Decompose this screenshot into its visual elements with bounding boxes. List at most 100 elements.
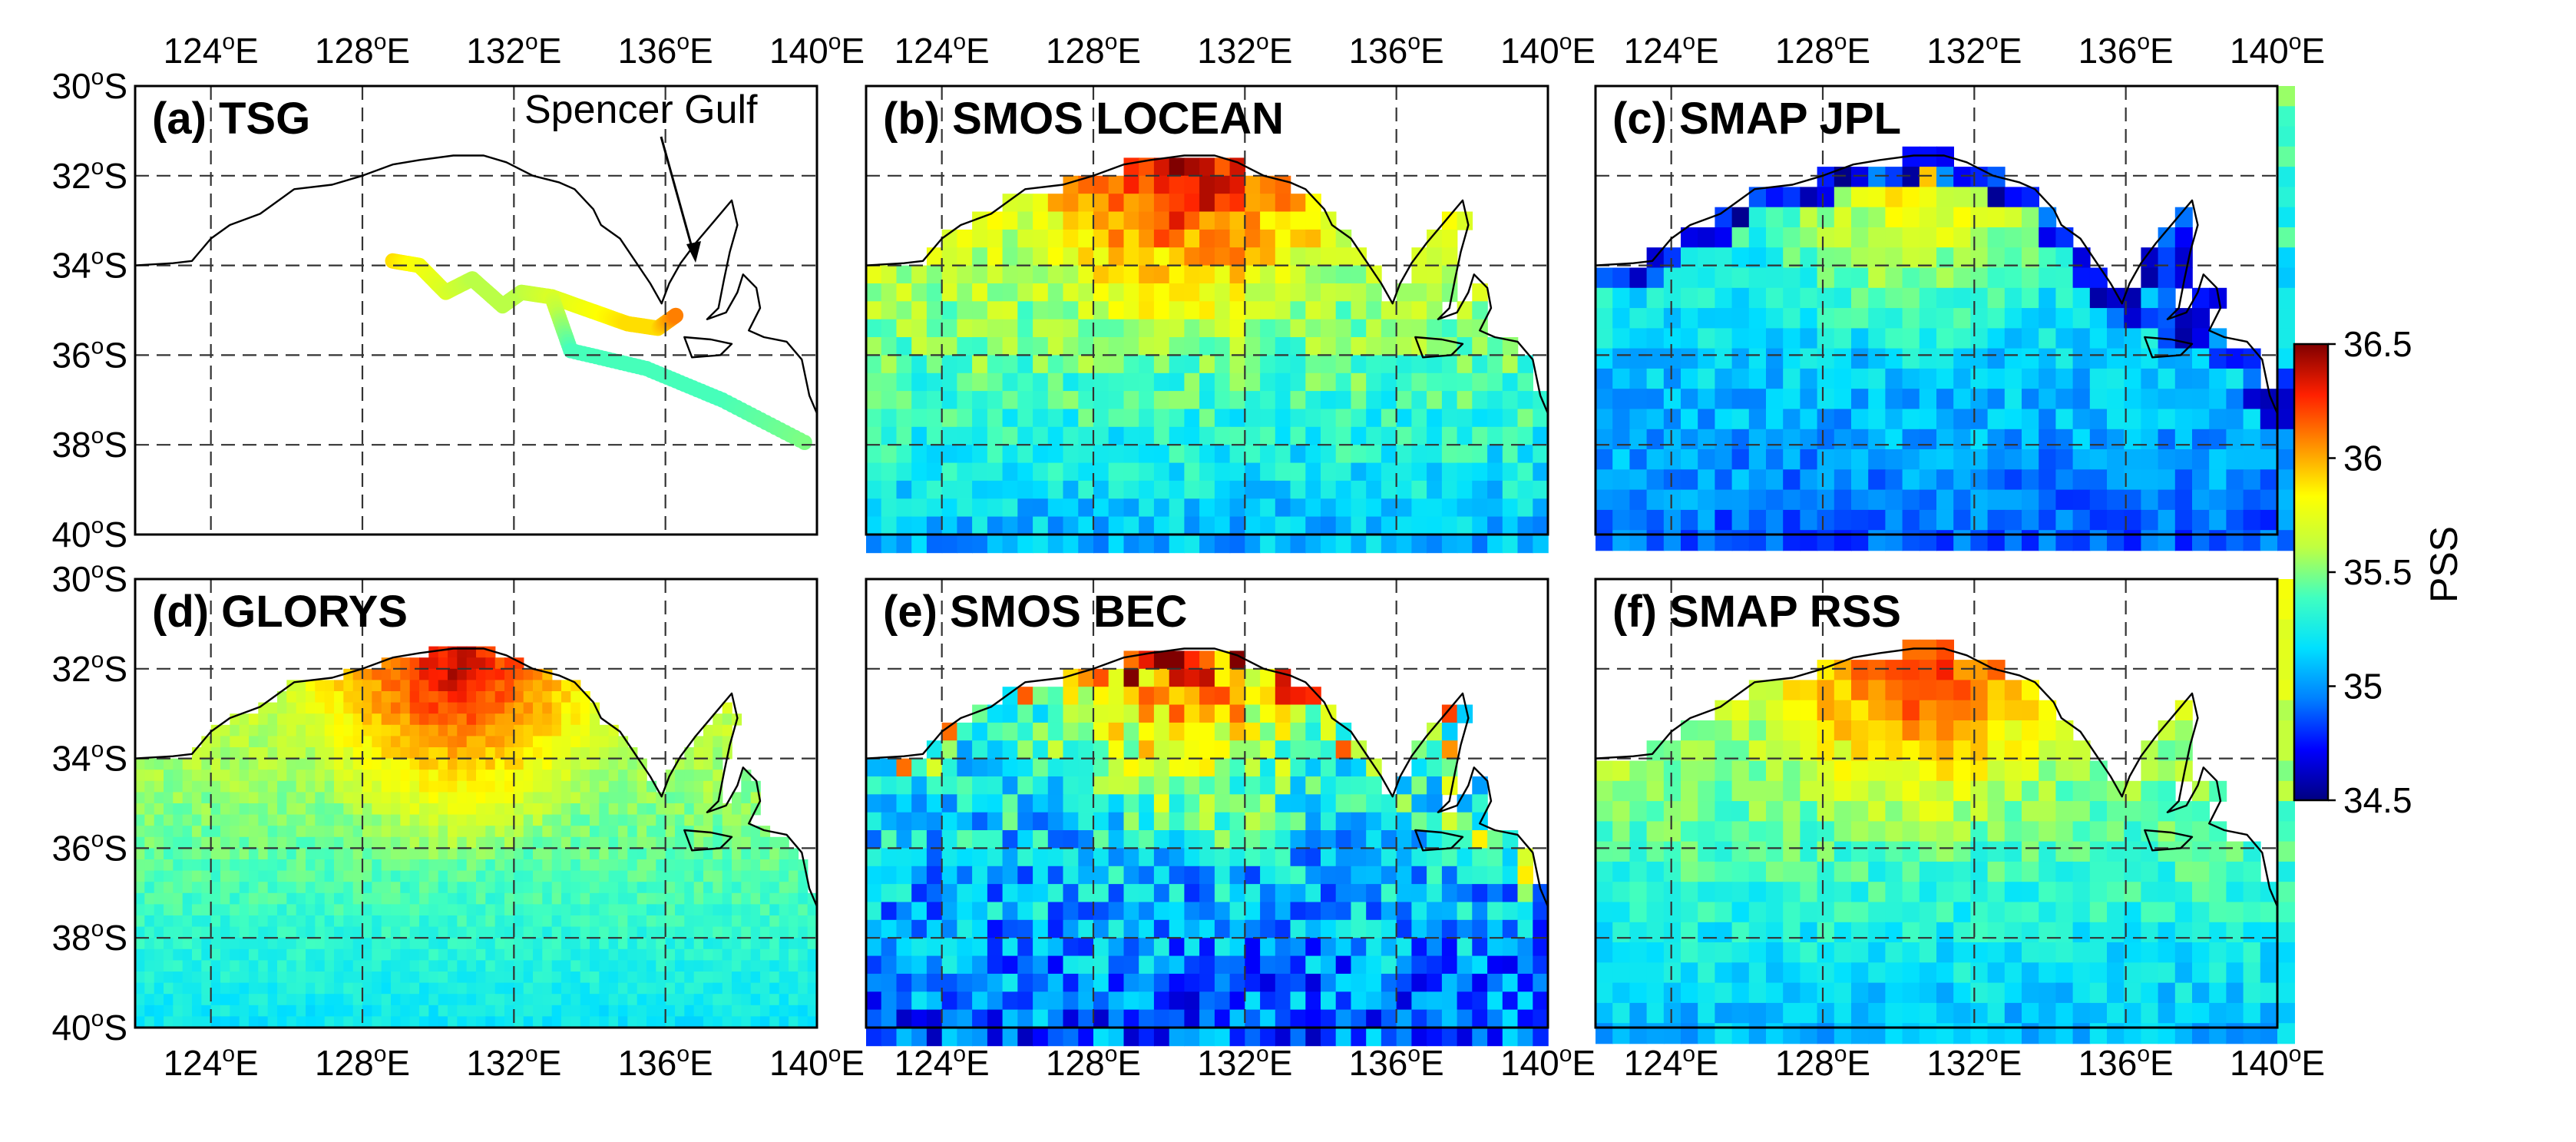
salinity-cell (1290, 722, 1306, 742)
salinity-cell (866, 516, 882, 535)
salinity-cell (1199, 211, 1215, 230)
salinity-cell (2004, 449, 2022, 471)
salinity-cell (957, 319, 973, 338)
salinity-cell (987, 848, 1004, 867)
salinity-cell (1123, 938, 1139, 957)
salinity-cell (1169, 157, 1185, 177)
salinity-cell (703, 882, 714, 894)
salinity-cell (1851, 187, 1869, 208)
salinity-cell (1184, 372, 1200, 392)
salinity-cell (419, 926, 430, 938)
salinity-cell (881, 498, 898, 518)
salinity-cell (466, 814, 477, 826)
salinity-cell (1199, 668, 1215, 687)
salinity-cell (400, 859, 411, 872)
map-gridlines (866, 579, 1548, 1028)
salinity-cell (192, 994, 203, 1006)
salinity-cell (296, 904, 306, 916)
salinity-cell (618, 758, 629, 770)
salinity-cell (2107, 449, 2125, 471)
salinity-cell (1199, 973, 1215, 993)
salinity-cell (807, 948, 818, 962)
salinity-cell (182, 859, 193, 872)
salinity-cell (1169, 812, 1185, 831)
salinity-cell (409, 848, 420, 860)
salinity-cell (2158, 409, 2176, 430)
salinity-cell (1047, 1028, 1064, 1047)
salinity-cell (1629, 267, 1648, 289)
salinity-cell (1902, 287, 1920, 309)
salinity-cell (352, 780, 363, 793)
salinity-cell (590, 1016, 600, 1028)
salinity-cell (2022, 287, 2039, 309)
salinity-cell (372, 780, 382, 793)
salinity-cell (972, 812, 988, 831)
salinity-cell (267, 938, 278, 950)
salinity-cell (504, 960, 515, 972)
salinity-cell (343, 680, 354, 692)
salinity-cell (1970, 680, 1989, 701)
salinity-cell (1153, 480, 1170, 500)
salinity-cell (1139, 194, 1155, 213)
salinity-cell (1199, 283, 1215, 303)
salinity-cell (1731, 841, 1750, 862)
salinity-cell (220, 859, 231, 872)
map-gridlines (1596, 86, 2277, 535)
salinity-cell (1936, 489, 1954, 511)
salinity-cell (352, 713, 363, 726)
salinity-cell (2192, 509, 2210, 531)
salinity-cell (144, 904, 155, 916)
salinity-cell (381, 747, 392, 760)
salinity-cell (1851, 308, 1869, 329)
salinity-cell (1427, 794, 1443, 813)
salinity-cell (987, 973, 1004, 993)
salinity-cell (1629, 530, 1648, 551)
salinity-cell (646, 814, 657, 826)
salinity-cell (419, 892, 430, 905)
salinity-cell (514, 668, 524, 681)
salinity-cell (1441, 445, 1458, 464)
salinity-cell (2022, 368, 2039, 389)
salinity-cell (2107, 801, 2125, 823)
salinity-cell (703, 724, 714, 737)
salinity-cell (866, 902, 882, 921)
salinity-cell (911, 794, 928, 813)
salinity-field (1596, 86, 2295, 551)
salinity-cell (1290, 812, 1306, 831)
salinity-cell (866, 812, 882, 831)
salinity-cell (1169, 1009, 1185, 1028)
salinity-cell (656, 960, 666, 972)
salinity-cell (637, 982, 647, 995)
salinity-cell (258, 713, 269, 726)
salinity-cell (2277, 308, 2295, 329)
salinity-cell (881, 902, 898, 921)
salinity-cell (1902, 389, 1920, 410)
salinity-cell (1919, 328, 1937, 349)
salinity-cell (599, 926, 610, 938)
salinity-cell (391, 1005, 402, 1018)
salinity-cell (2039, 308, 2057, 329)
salinity-cell (957, 722, 973, 742)
salinity-cell (741, 1005, 752, 1018)
salinity-cell (881, 991, 898, 1011)
salinity-cell (258, 803, 269, 816)
salinity-cell (2055, 389, 2074, 410)
salinity-cell (1766, 680, 1784, 701)
salinity-cell (1868, 489, 1887, 511)
salinity-cell (135, 770, 146, 782)
salinity-cell (1093, 704, 1109, 723)
salinity-cell (2260, 449, 2278, 471)
salinity-cell (315, 882, 326, 894)
salinity-cell (599, 948, 610, 962)
salinity-cell (1612, 409, 1631, 430)
salinity-cell (896, 794, 912, 813)
salinity-cell (1936, 167, 1954, 188)
salinity-cell (1715, 720, 1733, 742)
salinity-cell (1245, 337, 1261, 356)
salinity-cell (1093, 301, 1109, 320)
salinity-cell (972, 740, 988, 760)
salinity-cell (1646, 409, 1665, 430)
salinity-cell (590, 792, 600, 804)
salinity-cell (1953, 530, 1972, 551)
salinity-cell (1139, 955, 1155, 975)
